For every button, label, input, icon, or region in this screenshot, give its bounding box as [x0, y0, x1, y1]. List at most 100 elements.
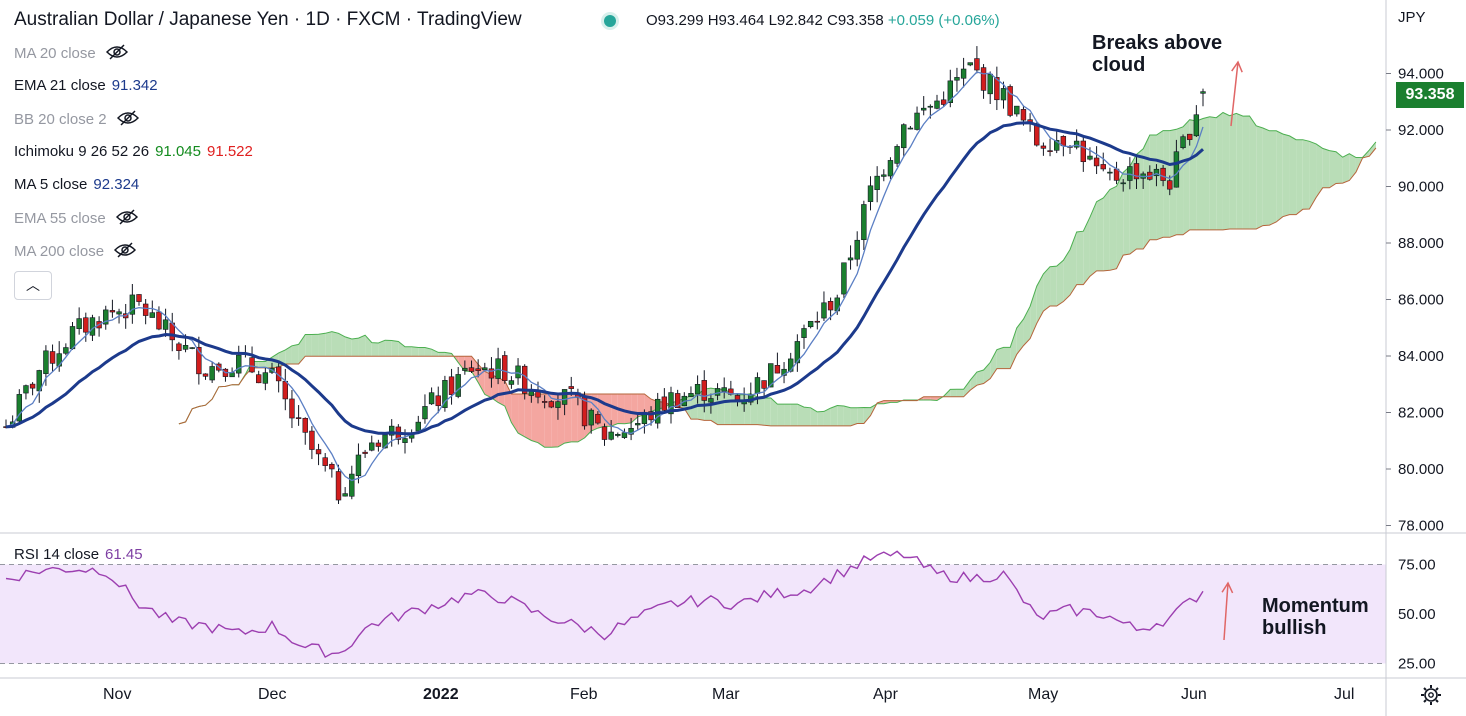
- candle: [1107, 167, 1113, 181]
- candle-body: [1153, 168, 1160, 177]
- candle: [901, 123, 907, 157]
- candle-body: [601, 426, 608, 440]
- candle: [442, 375, 448, 412]
- candle-body: [349, 473, 355, 497]
- candle: [861, 200, 867, 251]
- hidden-eye-icon[interactable]: [115, 209, 138, 229]
- cloud-segment: [311, 334, 319, 357]
- candle-body: [980, 67, 987, 91]
- candle-body: [335, 471, 342, 501]
- candle: [781, 362, 787, 384]
- legend-item[interactable]: MA 5 close 92.324: [14, 176, 139, 193]
- candle: [1000, 81, 1007, 109]
- cloud-segment: [458, 356, 465, 372]
- candle: [76, 307, 82, 335]
- cloud-segment: [1043, 266, 1051, 312]
- cloud-segment: [531, 394, 538, 443]
- cloud-segment: [996, 347, 1004, 369]
- legend-item[interactable]: Ichimoku 9 26 52 26 91.045 91.522: [14, 143, 253, 160]
- legend-item[interactable]: EMA 21 close 91.342: [14, 77, 158, 94]
- candle: [196, 336, 202, 385]
- price-scale-currency[interactable]: JPY: [1398, 9, 1426, 26]
- candle-body: [1034, 123, 1040, 146]
- candle-body: [355, 454, 362, 477]
- ohlc-values: O93.299 H93.464 L92.842 C93.358: [646, 12, 884, 29]
- annotation-line-1: Breaks above: [1092, 32, 1223, 54]
- candle-body: [1200, 91, 1206, 94]
- candle: [814, 311, 821, 330]
- candle-body: [295, 417, 302, 419]
- candle: [1113, 161, 1120, 185]
- cloud-segment: [1196, 118, 1203, 230]
- time-tick-label: Jun: [1181, 686, 1207, 703]
- hidden-eye-icon[interactable]: [105, 44, 128, 64]
- candle-body: [688, 393, 694, 398]
- candle-body: [661, 396, 668, 411]
- cloud-segment: [777, 404, 785, 426]
- arrow-shaft: [1223, 582, 1229, 641]
- settings-gear-icon[interactable]: [1420, 684, 1442, 706]
- cloud-segment: [757, 397, 765, 426]
- cloud-segment: [424, 347, 432, 357]
- hidden-eye-icon[interactable]: [116, 110, 139, 130]
- rsi-tick-label: 75.00: [1398, 557, 1436, 574]
- candle-body: [448, 376, 455, 395]
- candle: [974, 46, 980, 74]
- legend-label: MA 20 close: [14, 44, 96, 62]
- candle-body: [136, 294, 142, 302]
- candle: [661, 388, 668, 414]
- candle-body: [1040, 145, 1047, 149]
- candle-body: [887, 160, 894, 177]
- candle-body: [462, 367, 468, 371]
- rsi-legend: RSI 14 close 61.45: [14, 546, 143, 563]
- candle-body: [841, 262, 847, 295]
- legend-item[interactable]: EMA 55 close: [14, 209, 138, 229]
- candle: [1193, 105, 1200, 138]
- candle-body: [814, 320, 821, 323]
- candle-body: [1080, 140, 1087, 163]
- annotation-line-1: Momentum: [1262, 595, 1369, 617]
- legend-item[interactable]: MA 200 close: [14, 242, 137, 262]
- cloud-segment: [724, 389, 731, 425]
- cloud-segment: [1050, 266, 1057, 307]
- candle: [136, 294, 142, 306]
- cloud-segment: [1083, 217, 1090, 285]
- hidden-eye-icon[interactable]: [114, 242, 137, 262]
- legend-value: 91.045: [155, 143, 201, 160]
- legend-label: EMA 55 close: [14, 209, 106, 227]
- cloud-segment: [631, 394, 638, 423]
- legend-label: Ichimoku 9 26 52 26: [14, 143, 150, 160]
- ichimoku-cloud: [178, 111, 1377, 448]
- candle-body: [189, 347, 195, 349]
- candle-body: [455, 374, 461, 397]
- collapse-legend-button[interactable]: ︿: [14, 271, 52, 300]
- candle: [801, 324, 807, 349]
- cloud-segment: [1016, 319, 1024, 355]
- price-tick-label: 80.000: [1398, 461, 1444, 478]
- cloud-segment: [338, 333, 346, 357]
- candle: [648, 406, 654, 426]
- candle-body: [468, 367, 475, 372]
- cloud-segment: [1203, 116, 1210, 230]
- cloud-segment: [817, 411, 824, 426]
- cloud-segment: [1183, 119, 1190, 235]
- candle: [615, 432, 621, 438]
- candle-body: [428, 392, 435, 405]
- candle-body: [927, 105, 934, 108]
- cloud-segment: [1103, 189, 1110, 271]
- candle-body: [329, 463, 335, 470]
- candle: [668, 386, 674, 424]
- candle-body: [541, 401, 548, 403]
- candle-body: [129, 294, 136, 315]
- cloud-segment: [850, 407, 858, 426]
- legend-item[interactable]: MA 20 close: [14, 44, 128, 64]
- cloud-segment: [1269, 130, 1277, 226]
- candle-body: [994, 77, 1000, 101]
- candle: [83, 312, 89, 342]
- rsi-tick-label: 25.00: [1398, 656, 1436, 673]
- candle-body: [1133, 163, 1140, 180]
- cloud-segment: [976, 369, 984, 386]
- cloud-segment: [1163, 130, 1170, 238]
- legend-item[interactable]: BB 20 close 2: [14, 110, 139, 130]
